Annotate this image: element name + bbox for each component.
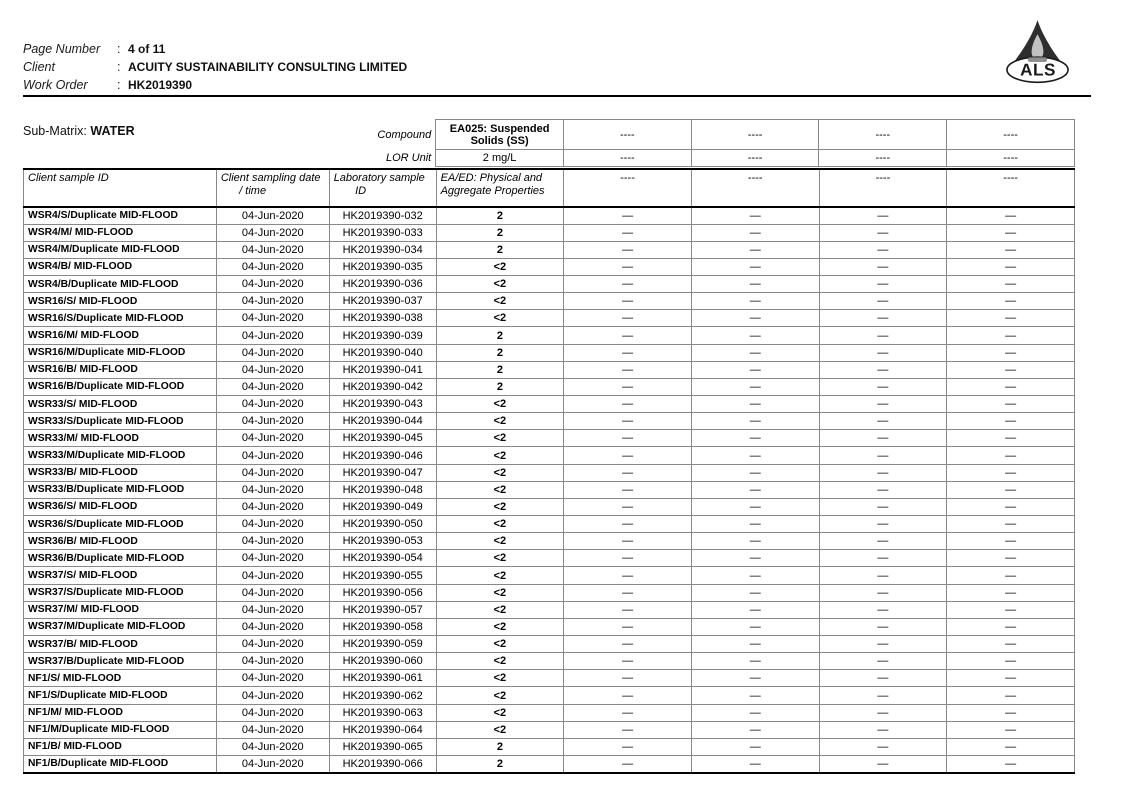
svg-text:ALS: ALS — [1020, 60, 1056, 79]
